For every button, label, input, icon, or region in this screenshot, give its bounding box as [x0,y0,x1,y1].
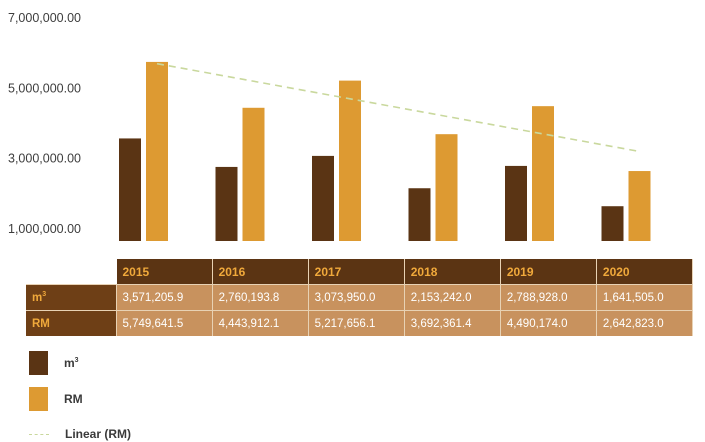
table-cell: 2,153,242.0 [404,284,501,311]
table-year-2019: 2019 [500,259,597,285]
data-table: 2015 2016 2017 2018 2019 2020 m3 3,571,2… [26,259,694,336]
y-tick-label: 1,000,000.00 [8,222,81,236]
table-year-2015: 2015 [116,259,213,285]
bar-rm-2018 [435,134,458,241]
table-year-2016: 2016 [212,259,309,285]
table-cell: 5,749,641.5 [116,310,213,336]
bar-m3-2020 [601,206,624,241]
bar-m3-2017 [312,155,334,241]
table-row-m3: m3 3,571,205.9 2,760,193.8 3,073,950.0 2… [26,284,694,311]
table-cell: 3,692,361.4 [404,310,501,336]
y-tick-label: 5,000,000.00 [8,81,81,95]
bar-rm-2019 [532,106,554,241]
table-year-2020: 2020 [596,259,694,285]
bar-m3-2019 [505,165,527,241]
y-axis-ticks: 1,000,000.00 3,000,000.00 5,000,000.00 7,00… [8,11,81,236]
table-cell: 2,760,193.8 [212,284,309,311]
bar-m3-2018 [408,188,431,241]
bar-rm-2020 [628,171,651,241]
table-cell: 4,443,912.1 [212,310,309,336]
table-cell: 3,073,950.0 [308,284,405,311]
table-row-rm: RM 5,749,641.5 4,443,912.1 5,217,656.1 3… [26,310,694,336]
table-year-2018: 2018 [404,259,501,285]
bar-m3-2015 [119,138,141,241]
legend-swatch-m3 [29,351,48,375]
chart-plot-area: 1,000,000.00 3,000,000.00 5,000,000.00 7,00… [8,11,651,242]
legend-label-m3: m3 [64,356,79,370]
bars [119,61,651,242]
bar-rm-2016 [242,107,265,241]
legend-item-m3: m3 [29,351,79,375]
table-row-label-rm: RM [26,310,117,336]
table-cell: 3,571,205.9 [116,284,213,311]
bar-rm-2015 [146,61,168,242]
table-cell: 5,217,656.1 [308,310,405,336]
y-tick-label: 3,000,000.00 [8,152,81,166]
table-cell: 2,788,928.0 [500,284,597,311]
legend-swatch-trend [29,433,49,435]
legend-item-trend: Linear (RM) [29,427,131,441]
table-cell: 4,490,174.0 [500,310,597,336]
table-cell: 2,642,823.0 [596,310,694,336]
table-year-2017: 2017 [308,259,405,285]
legend-label-trend: Linear (RM) [65,427,131,441]
bar-rm-2017 [339,80,361,241]
legend-label-rm: RM [64,392,83,406]
legend-item-rm: RM [29,387,83,411]
table-header-row: 2015 2016 2017 2018 2019 2020 [26,259,694,285]
table-row-label-m3: m3 [26,284,117,311]
table-corner [26,259,117,285]
y-tick-label: 7,000,000.00 [8,11,81,25]
bar-m3-2016 [215,166,238,241]
legend-swatch-rm [29,387,48,411]
table-cell: 1,641,505.0 [596,284,694,311]
trendline-linear-rm [156,62,640,153]
